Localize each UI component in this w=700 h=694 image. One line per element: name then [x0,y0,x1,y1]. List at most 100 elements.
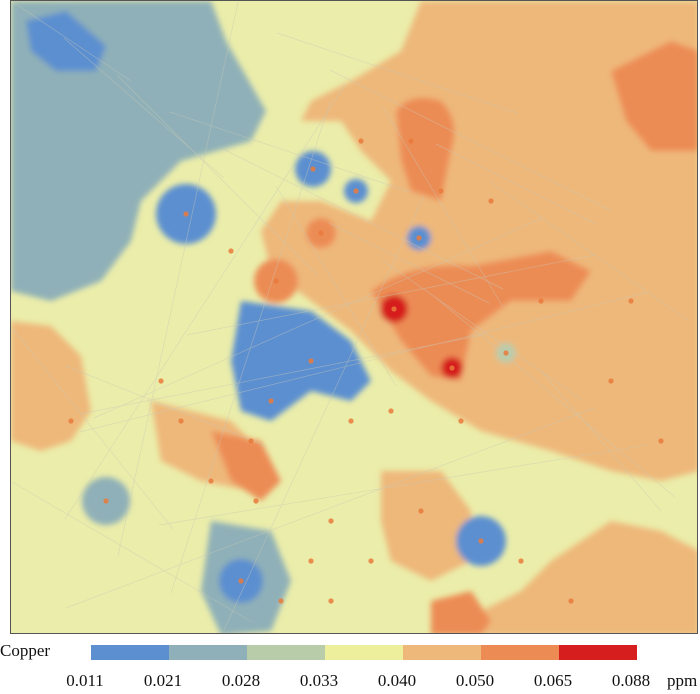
legend-break-label: 0.011 [66,671,104,690]
sample-point [608,378,614,384]
zone-darkorange-center [371,251,591,381]
sample-point [388,408,394,414]
sample-point [449,365,455,371]
sample-point [538,298,544,304]
zone-blue-northwest [26,11,106,71]
zone-grey-green [11,1,266,301]
sample-point [358,138,364,144]
legend-swatch-6 [481,645,559,660]
road-line [65,365,267,447]
legend-break-label: 0.050 [455,671,495,690]
zone-darkorange-south [431,591,491,633]
zone-orange-east [261,1,697,481]
sample-point [183,211,189,217]
sample-point [518,558,524,564]
road-line [79,291,649,433]
legend-break-labels: 0.011 0.021 0.028 0.033 0.040 0.050 0.065 0.088 [0,671,700,693]
road-line [329,69,611,211]
road-line [382,106,504,308]
sample-point [368,558,374,564]
road-line [12,328,174,530]
sample-point [103,498,109,504]
map-canvas [11,1,697,633]
sample-point [328,518,334,524]
sample-point [178,418,184,424]
sample-point [438,188,444,194]
road-line [540,370,662,512]
road-line [186,254,596,336]
sample-point [238,578,244,584]
legend-break-label: 0.033 [299,671,339,690]
zone-blue-central [231,301,371,421]
sample-point [408,138,414,144]
sample-point [308,558,314,564]
road-line [170,98,332,594]
sample-point [658,438,664,444]
road-line [158,444,648,526]
sample-point [418,508,424,514]
road-line [381,259,583,401]
sample-point [328,598,334,604]
road-line [275,185,397,387]
road-line [169,111,411,193]
sample-point [318,230,324,236]
legend-unit: ppm [667,671,698,690]
legend-color-bar [91,645,637,660]
road-line [65,407,595,609]
sample-point [253,498,259,504]
legend-swatch-3 [247,645,325,660]
sample-point [478,538,484,544]
road-line [276,32,518,114]
sample-point [158,378,164,384]
sample-point [208,478,214,484]
road-line [11,481,253,623]
sample-point [308,358,314,364]
sample-point [228,248,234,254]
interpolation-map[interactable] [10,0,698,634]
zone-orange-southcenter [381,471,471,581]
sample-point [353,188,359,194]
sample-point [488,198,494,204]
legend-break-label: 0.040 [377,671,417,690]
sample-point [68,418,74,424]
road-line [79,333,489,415]
road-line [63,37,225,179]
legend-swatch-7 [559,645,637,660]
sample-point [310,166,316,172]
road-line [64,84,346,520]
sample-point [278,598,284,604]
road-line [328,222,490,304]
sample-point [248,438,254,444]
sample-point [273,278,279,284]
legend-swatch-4 [325,645,403,660]
road-line [117,1,239,557]
zone-darkorange-center-west [211,431,281,501]
sample-point [628,298,634,304]
road-line [222,148,504,290]
sample-point [268,398,274,404]
legend-break-label: 0.088 [611,671,651,690]
sample-point [458,418,464,424]
legend-swatch-1 [91,645,169,660]
sample-point [391,306,397,312]
road-line [93,217,543,419]
sample-point [503,350,509,356]
road-line [435,143,597,225]
legend-break-label: 0.028 [221,671,261,690]
zone-orange-southeast [444,521,697,633]
legend-swatch-2 [169,645,247,660]
road-line [434,296,676,498]
sample-point [416,235,422,241]
legend-title: Copper [0,641,51,660]
sample-point [568,598,574,604]
legend-break-label: 0.021 [143,671,183,690]
road-line [223,195,425,631]
zone-darkorange-north [396,97,455,201]
road-line [11,1,132,82]
road-line [116,74,318,276]
zone-darkorange-northeast [611,41,697,151]
road-line [488,180,690,322]
legend-break-label: 0.065 [533,671,573,690]
sample-point [348,418,354,424]
legend-swatch-5 [403,645,481,660]
